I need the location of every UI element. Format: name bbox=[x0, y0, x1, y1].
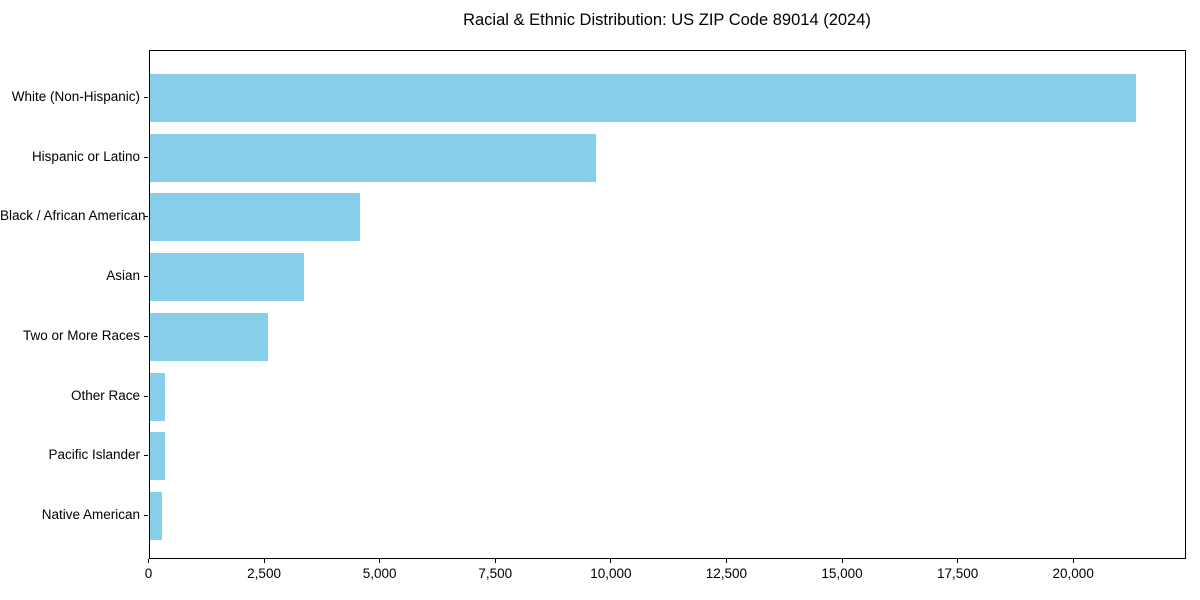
x-tick-label: 10,000 bbox=[590, 565, 632, 581]
bar-other-race bbox=[149, 372, 166, 421]
x-tick-mark bbox=[379, 558, 381, 563]
x-tick-label: 0 bbox=[144, 565, 153, 581]
bar-hispanic-or-latino bbox=[149, 133, 597, 182]
x-tick-mark bbox=[1072, 558, 1074, 563]
x-tick-mark bbox=[263, 558, 265, 563]
y-tick-mark bbox=[144, 97, 148, 98]
y-tick-mark bbox=[144, 156, 148, 158]
bar-black-african-american bbox=[149, 193, 361, 242]
y-tick-label: Black / African American bbox=[0, 208, 146, 224]
x-tick-label: 7,500 bbox=[478, 565, 513, 581]
x-tick-label: 15,000 bbox=[821, 565, 863, 581]
y-tick-mark bbox=[144, 216, 148, 218]
bar-native-american bbox=[149, 491, 163, 540]
x-tick-mark bbox=[148, 558, 149, 563]
x-tick-mark bbox=[957, 558, 959, 563]
x-tick-label: 17,500 bbox=[936, 565, 979, 581]
x-tick-mark bbox=[725, 558, 727, 563]
bar-two-or-more-races bbox=[149, 312, 268, 361]
bar-white-non-hispanic bbox=[149, 74, 1136, 122]
y-tick-label: Other Race bbox=[70, 387, 140, 403]
x-tick-label: 5,000 bbox=[362, 565, 397, 581]
y-tick-label: Native American bbox=[41, 506, 140, 522]
y-tick-label: Pacific Islander bbox=[48, 447, 140, 463]
bar-pacific-islander bbox=[149, 432, 165, 481]
x-tick-mark bbox=[841, 558, 843, 563]
plot-area bbox=[148, 50, 1186, 559]
y-tick-mark bbox=[144, 395, 148, 397]
y-tick-label: White (Non-Hispanic) bbox=[11, 89, 140, 104]
bar-asian bbox=[149, 253, 304, 302]
x-tick-label: 12,500 bbox=[705, 565, 748, 581]
y-tick-label: Hispanic or Latino bbox=[31, 148, 140, 164]
x-tick-label: 2,500 bbox=[247, 565, 281, 581]
y-tick-mark bbox=[144, 335, 148, 337]
y-tick-mark bbox=[144, 276, 148, 278]
x-tick-mark bbox=[610, 558, 612, 563]
y-tick-label: Asian bbox=[106, 268, 140, 284]
x-tick-mark bbox=[494, 558, 496, 563]
chart-title: Racial & Ethnic Distribution: US ZIP Cod… bbox=[463, 11, 871, 29]
y-tick-label: Two or More Races bbox=[22, 327, 140, 343]
x-tick-label: 20,000 bbox=[1052, 565, 1094, 581]
y-tick-mark bbox=[144, 514, 148, 516]
y-tick-mark bbox=[144, 455, 148, 457]
